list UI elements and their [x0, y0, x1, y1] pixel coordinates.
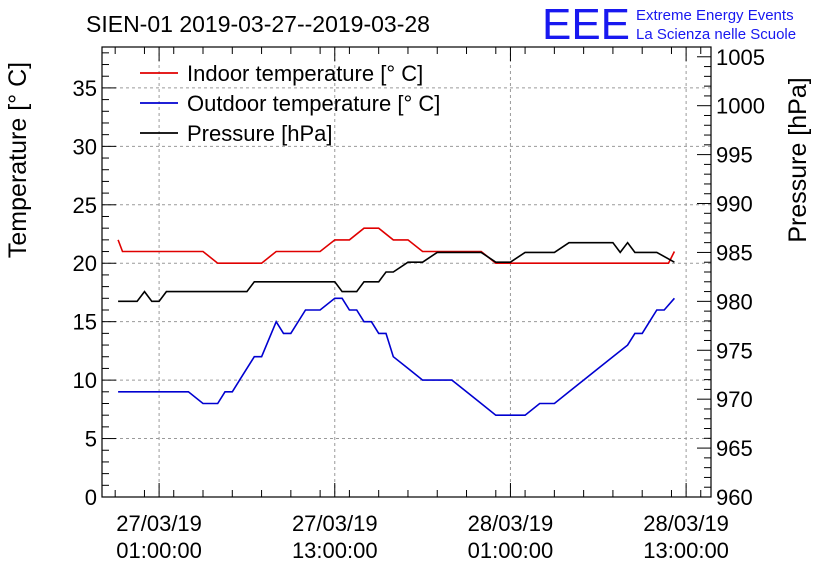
logo-mark: EEE [542, 0, 630, 49]
right-tick-label: 990 [716, 192, 753, 217]
y-axis-left-label: Temperature [° C] [4, 62, 32, 258]
logo-line-1: Extreme Energy Events [636, 7, 794, 24]
right-tick-label: 970 [716, 387, 753, 412]
x-tick-time-label: 13:00:00 [643, 538, 729, 563]
left-tick-label: 20 [73, 251, 97, 276]
series-line-1 [118, 297, 676, 417]
left-tick-label: 10 [73, 368, 97, 393]
left-tick-label: 25 [73, 193, 97, 218]
right-tick-label: 995 [716, 143, 753, 168]
chart-title: SIEN-01 2019-03-27--2019-03-28 [86, 11, 430, 37]
right-tick-label: 980 [716, 289, 753, 314]
left-tick-label: 15 [73, 310, 97, 335]
left-tick-label: 35 [73, 76, 97, 101]
grid [102, 47, 711, 498]
eee-logo: EEE Extreme Energy Events La Scienza nel… [542, 0, 796, 49]
legend-label-0: Indoor temperature [° C] [187, 61, 423, 86]
legend-label-1: Outdoor temperature [° C] [187, 91, 440, 116]
x-tick-time-label: 13:00:00 [292, 538, 378, 563]
x-tick-date-label: 28/03/19 [468, 511, 554, 536]
right-tick-label: 1000 [716, 94, 765, 119]
x-tick-date-label: 27/03/19 [292, 511, 378, 536]
right-tick-label: 985 [716, 240, 753, 265]
series-line-0 [117, 227, 676, 265]
series-layer [117, 227, 676, 417]
legend: Indoor temperature [° C] Outdoor temperat… [140, 61, 440, 146]
right-tick-label: 1005 [716, 45, 765, 70]
axes: 0 5 10 15 20 25 30 35 960 965 970 975 980 985 990 995 10… [73, 45, 765, 563]
x-tick-date-label: 28/03/19 [643, 511, 729, 536]
right-tick-label: 965 [716, 436, 753, 461]
left-tick-label: 0 [85, 485, 97, 510]
series-line-2 [118, 241, 675, 303]
right-tick-label: 975 [716, 338, 753, 363]
x-tick-date-label: 27/03/19 [116, 511, 202, 536]
x-tick-time-label: 01:00:00 [468, 538, 554, 563]
logo-line-2: La Scienza nelle Scuole [636, 26, 796, 43]
right-tick-label: 960 [716, 485, 753, 510]
x-tick-time-label: 01:00:00 [116, 538, 202, 563]
legend-label-2: Pressure [hPa] [187, 121, 333, 146]
y-axis-right-label: Pressure [hPa] [784, 77, 812, 242]
left-tick-label: 5 [85, 427, 97, 452]
left-tick-label: 30 [73, 134, 97, 159]
